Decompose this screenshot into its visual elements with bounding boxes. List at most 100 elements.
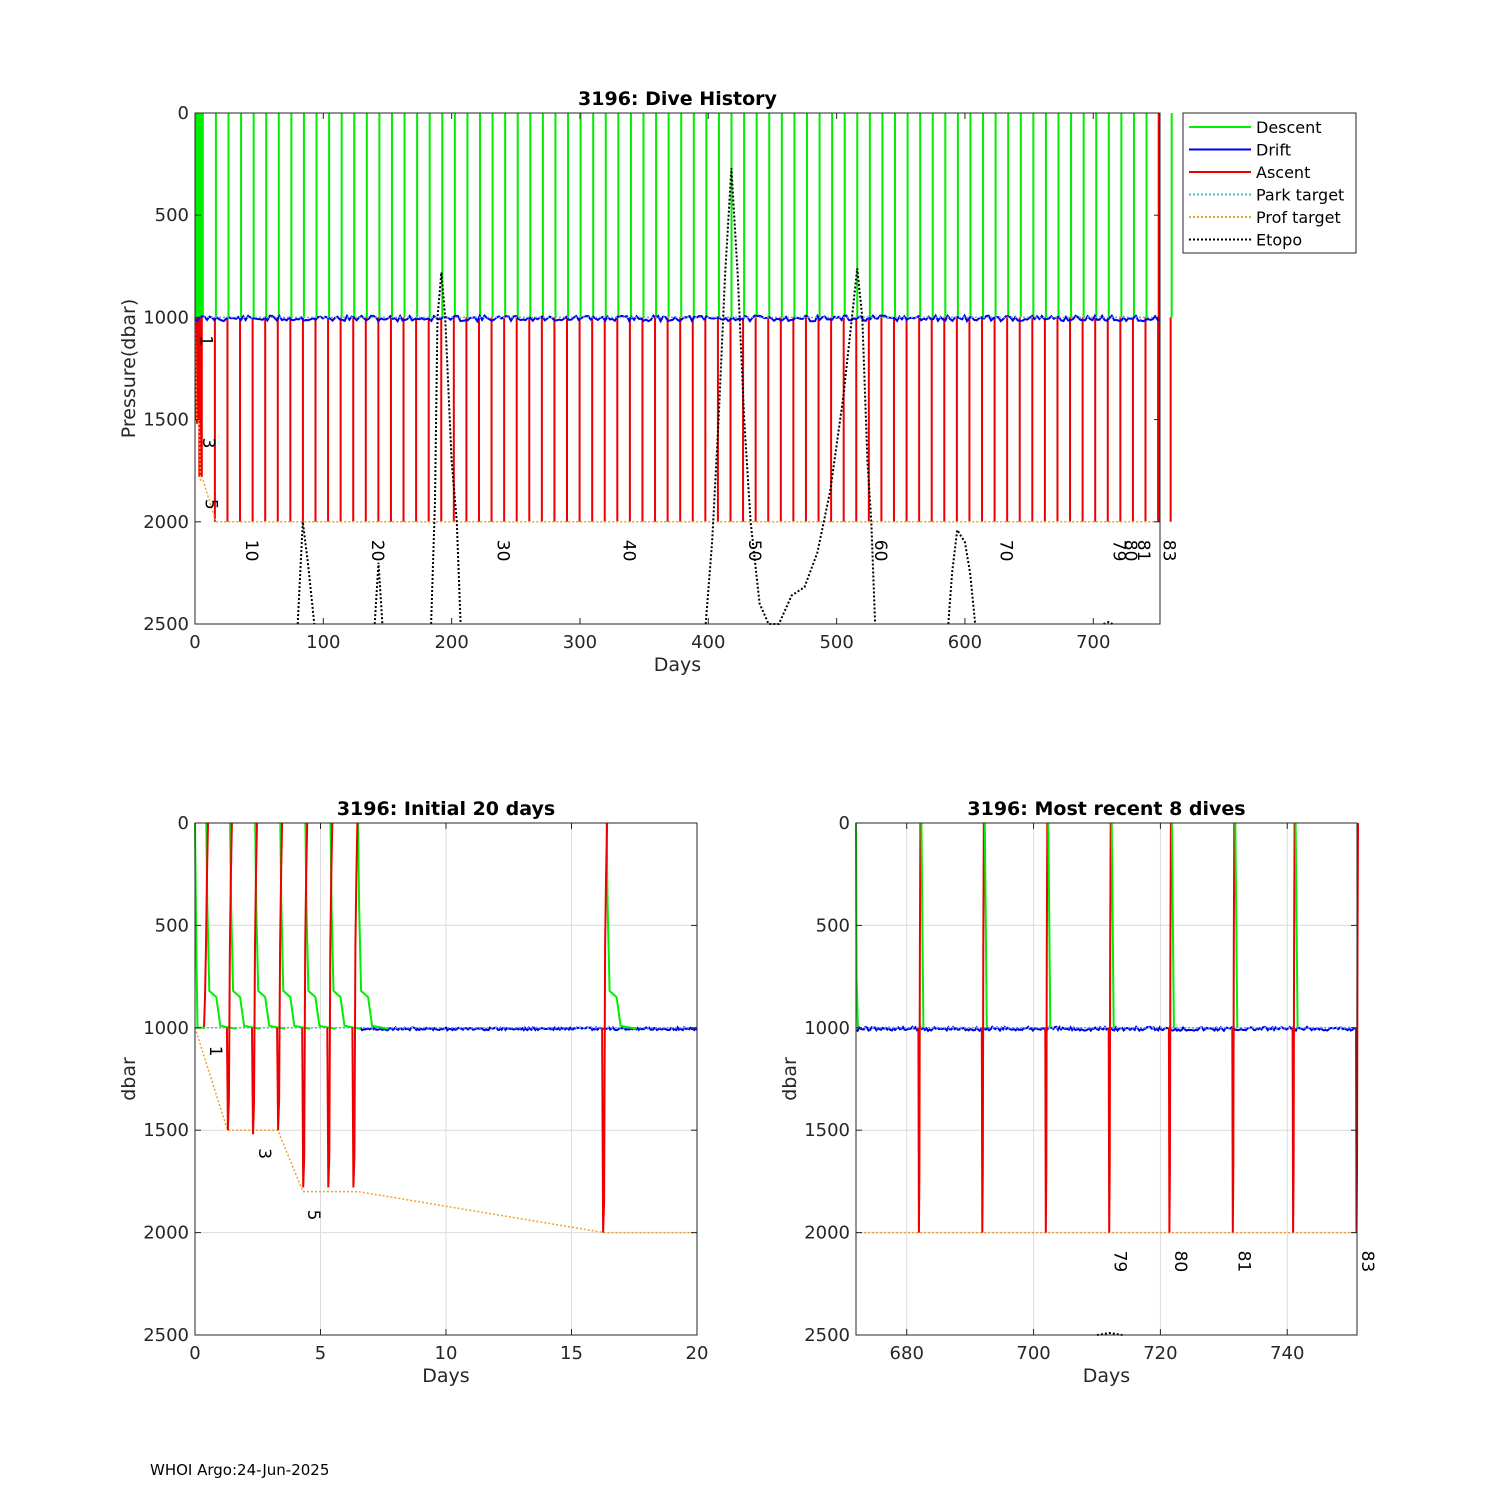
etopo-series [947, 527, 977, 625]
cycle-label: 5 [303, 1210, 323, 1221]
etopo-series [296, 521, 316, 625]
axes-3: 680 700 720 740 0 500 1000 1500 2000 2500 3196: Mo… [779, 798, 1377, 1387]
x-tick-label: 15 [560, 1343, 583, 1364]
x-tick-label: 20 [686, 1343, 709, 1364]
y-tick-label: 1500 [143, 1120, 189, 1141]
cycle-label: 3 [198, 438, 218, 449]
ascent-trace [1231, 822, 1236, 1233]
legend: Descent Drift Ascent Park target Prof target… [1182, 112, 1357, 254]
etopo-series [430, 272, 462, 625]
axes-box [855, 822, 1358, 1336]
descent-trace [357, 822, 389, 1030]
drift-series [194, 313, 1161, 324]
x-tick-label: 10 [435, 1343, 458, 1364]
ascent-trace [1044, 822, 1049, 1233]
descent-trace [1234, 822, 1239, 1028]
axes-box [194, 112, 1161, 625]
cycle-label: 83 [1357, 1251, 1377, 1273]
x-tick-label: 600 [948, 632, 982, 653]
cycle-label: 1 [196, 335, 216, 346]
cycle-label: 10 [241, 540, 261, 562]
y-axis-label: dbar [118, 1057, 140, 1101]
x-tick-label: 300 [563, 632, 597, 653]
y-tick-label: 1000 [143, 1018, 189, 1039]
chart-title: 3196: Initial 20 days [337, 798, 555, 820]
descent-trace [1110, 822, 1115, 1028]
x-tick-label: 680 [890, 1343, 924, 1364]
x-tick-label: 700 [1016, 1343, 1050, 1364]
y-tick-label: 1500 [143, 410, 189, 431]
legend-entry: Etopo [1256, 231, 1302, 250]
y-tick-label: 0 [178, 813, 189, 834]
x-tick-label: 200 [434, 632, 468, 653]
x-tick-label: 0 [189, 1343, 200, 1364]
cycle-label: 83 [1159, 540, 1179, 562]
legend-entry: Ascent [1256, 163, 1310, 182]
ascent-trace [601, 822, 609, 1233]
ascent-trace [917, 822, 922, 1233]
cycle-label: 1 [205, 1046, 225, 1057]
etopo-series [1103, 620, 1113, 625]
cycle-label: 79 [1109, 540, 1129, 562]
x-axis-label: Days [654, 654, 701, 676]
x-axis-label: Days [1083, 1365, 1130, 1387]
ascent-trace [225, 822, 233, 1131]
legend-entry: Prof target [1256, 208, 1341, 227]
ascent-trace [326, 822, 334, 1188]
x-tick-label: 5 [315, 1343, 326, 1364]
x-tick-label: 0 [189, 632, 200, 653]
y-tick-label: 2500 [143, 614, 189, 635]
ascent-trace [276, 822, 284, 1131]
x-axis-label: Days [422, 1365, 469, 1387]
ascent-trace [1107, 822, 1112, 1233]
etopo-series [373, 562, 384, 625]
x-tick-label: 700 [1076, 632, 1110, 653]
x-tick-label: 100 [306, 632, 340, 653]
y-axis-label: dbar [779, 1057, 801, 1101]
ascent-trace [301, 822, 309, 1188]
chart-title: 3196: Most recent 8 dives [967, 798, 1245, 820]
y-tick-label: 0 [839, 813, 850, 834]
legend-entry: Drift [1256, 141, 1291, 160]
y-tick-label: 2000 [143, 512, 189, 533]
y-axis-label: Pressure(dbar) [118, 299, 140, 439]
drift-series [855, 1025, 1358, 1033]
ascent-trace [251, 822, 258, 1135]
plot-area [194, 822, 698, 1234]
descent-trace [1047, 822, 1052, 1028]
descent-trace [1170, 822, 1175, 1028]
y-tick-label: 500 [816, 915, 850, 936]
descent-trace [983, 822, 988, 1028]
x-tick-label: 740 [1270, 1343, 1304, 1364]
chart-title: 3196: Dive History [578, 88, 777, 110]
cycle-label: 70 [996, 540, 1016, 562]
ascent-trace [980, 822, 985, 1233]
y-tick-label: 2000 [804, 1223, 850, 1244]
x-tick-label: 400 [691, 632, 725, 653]
cycle-label: 3 [254, 1148, 274, 1159]
ascent-trace [1167, 822, 1172, 1233]
ascent-trace [351, 822, 359, 1188]
cycle-label: 40 [618, 540, 638, 562]
x-tick-label: 720 [1143, 1343, 1177, 1364]
axes-1: 0 100 200 300 400 500 600 700 0 500 1000 1500 2000 25… [118, 88, 1179, 676]
ascent-trace [1291, 822, 1296, 1233]
cycle-label: 79 [1110, 1251, 1130, 1273]
cycle-label: 81 [1133, 540, 1153, 562]
cycle-label: 81 [1233, 1251, 1253, 1273]
cycle-label: 60 [870, 540, 890, 562]
y-tick-label: 2000 [143, 1223, 189, 1244]
y-tick-label: 2500 [143, 1325, 189, 1346]
descent-trace [194, 822, 205, 1029]
cycle-label: 20 [367, 540, 387, 562]
x-tick-label: 500 [819, 632, 853, 653]
cycle-label: 5 [201, 499, 221, 510]
plot-area [194, 113, 1173, 625]
y-tick-label: 500 [155, 915, 189, 936]
plot-area [855, 822, 1359, 1336]
descent-trace [1294, 822, 1299, 1028]
y-tick-label: 2500 [804, 1325, 850, 1346]
footer-credit: WHOI Argo:24-Jun-2025 [150, 1461, 330, 1479]
